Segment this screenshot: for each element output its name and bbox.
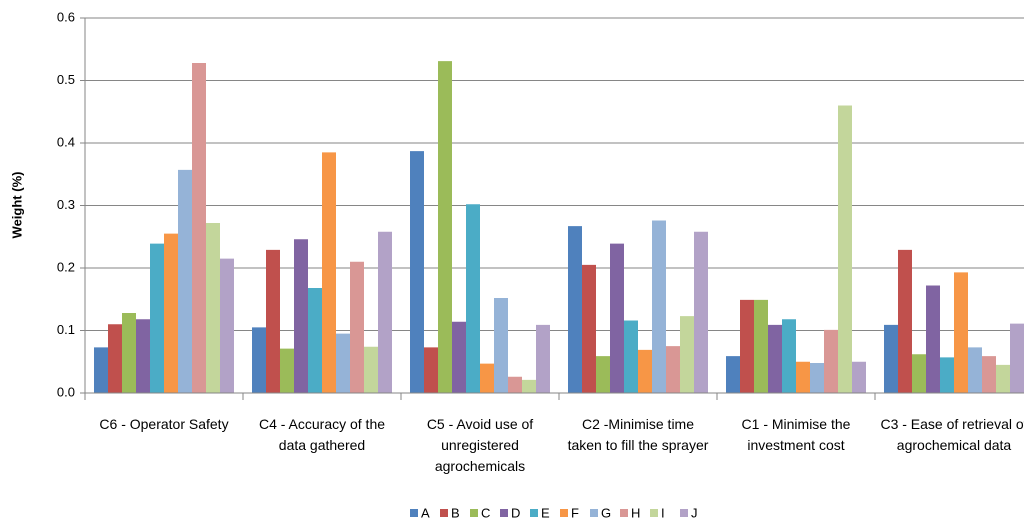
bar [694, 231, 708, 393]
bar [610, 243, 624, 393]
bar [438, 61, 452, 393]
legend-label: B [451, 505, 460, 520]
bar [666, 346, 680, 393]
y-tick-label: 0.5 [57, 72, 75, 87]
bar [266, 249, 280, 393]
y-axis-label: Weight (%) [9, 172, 24, 239]
y-tick-label: 0.1 [57, 322, 75, 337]
bar [350, 261, 364, 393]
bar [164, 233, 178, 393]
bar [638, 349, 652, 393]
bar [1010, 323, 1024, 393]
bar [768, 324, 782, 393]
y-tick-label: 0.0 [57, 384, 75, 399]
bar [940, 357, 954, 393]
legend-swatch [500, 509, 508, 517]
legend-label: G [601, 505, 611, 520]
bar [410, 151, 424, 393]
legend-label: D [511, 505, 520, 520]
bar [852, 361, 866, 393]
bar [336, 333, 350, 393]
x-tick-label: C3 - Ease of retrieval of agrochemical d… [880, 416, 1024, 453]
bar [926, 285, 940, 393]
bar [568, 226, 582, 393]
legend-swatch [440, 509, 448, 517]
bar [108, 324, 122, 393]
legend-label: C [481, 505, 490, 520]
bar [536, 324, 550, 393]
bar [652, 220, 666, 393]
bar [796, 361, 810, 393]
bar [596, 356, 610, 393]
bar [178, 169, 192, 393]
bar [122, 313, 136, 393]
bar [322, 152, 336, 393]
legend-label: J [691, 505, 698, 520]
legend-label: A [421, 505, 430, 520]
bar [726, 356, 740, 393]
legend-swatch [410, 509, 418, 517]
bar [954, 272, 968, 393]
bar [824, 329, 838, 393]
legend-label: F [571, 505, 579, 520]
bar [522, 379, 536, 393]
legend-swatch [560, 509, 568, 517]
bar [624, 320, 638, 393]
legend-label: I [661, 505, 665, 520]
x-tick-label: C4 - Accuracy of the data gathered [258, 416, 386, 453]
bar [508, 376, 522, 393]
legend-swatch [650, 509, 658, 517]
legend-swatch [530, 509, 538, 517]
x-tick-label: C6 - Operator Safety [99, 416, 229, 432]
bar [206, 223, 220, 393]
bar [424, 347, 438, 393]
bar [192, 63, 206, 393]
bar [680, 316, 694, 393]
bar [252, 327, 266, 393]
bar [220, 258, 234, 393]
bar [912, 354, 926, 393]
y-tick-label: 0.6 [57, 9, 75, 24]
bar [996, 364, 1010, 393]
bar [94, 347, 108, 393]
bar [968, 347, 982, 393]
bar [136, 319, 150, 393]
bar [898, 249, 912, 393]
legend-swatch [680, 509, 688, 517]
bar [364, 346, 378, 393]
x-tick-label: C5 - Avoid use of unregistered agrochemi… [426, 416, 534, 474]
bar [582, 264, 596, 393]
bar [466, 204, 480, 393]
bar [782, 319, 796, 393]
bar [740, 299, 754, 393]
bar [280, 348, 294, 393]
bar [810, 363, 824, 393]
bar [308, 288, 322, 393]
legend-label: E [541, 505, 550, 520]
legend-label: H [631, 505, 640, 520]
bar [494, 298, 508, 393]
bar [884, 324, 898, 393]
bar [838, 105, 852, 393]
legend-swatch [620, 509, 628, 517]
bar [452, 321, 466, 393]
bar [378, 231, 392, 393]
bar [480, 363, 494, 393]
bar [294, 239, 308, 393]
y-tick-label: 0.2 [57, 259, 75, 274]
legend-swatch [470, 509, 478, 517]
bar [754, 299, 768, 393]
legend-swatch [590, 509, 598, 517]
y-tick-label: 0.4 [57, 134, 75, 149]
y-tick-label: 0.3 [57, 197, 75, 212]
x-tick-label: C1 - Minimise the investment cost [741, 416, 851, 453]
bar [150, 243, 164, 393]
bar [982, 356, 996, 393]
x-tick-label: C2 -Minimise time taken to fill the spra… [567, 416, 709, 453]
